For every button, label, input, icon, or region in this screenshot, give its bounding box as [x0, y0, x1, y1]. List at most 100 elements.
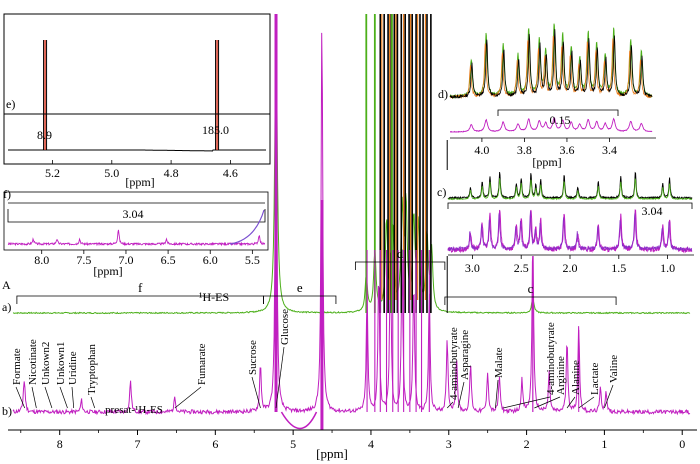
- inset-c-tick-label-1: 2.5: [514, 261, 529, 275]
- main-x-tick-label-0: 8: [57, 437, 63, 451]
- inset-d-magenta-trace: [450, 117, 653, 133]
- bracket-d-line: [354, 261, 446, 270]
- inset-f-trace: [7, 229, 265, 247]
- assignment-label-15: Lactate: [589, 363, 601, 395]
- inset-c-frame: [442, 170, 696, 256]
- trace-label-a: a): [2, 300, 11, 314]
- assignment-label-3: Unkown1: [55, 342, 67, 385]
- assignment-label-12: 4-aminobutyrate: [545, 322, 557, 395]
- main-traces: [12, 14, 691, 430]
- assignment-label-2: Unkown2: [40, 342, 52, 385]
- assignment-leader-10: [457, 381, 465, 409]
- presat-label: presat-¹H-ES: [105, 404, 163, 416]
- assignment-label-4: Uridine: [67, 351, 79, 385]
- inset-d-label: d): [438, 87, 448, 101]
- inset-c-scale-bracket: [447, 202, 693, 209]
- bracket-d-label: d: [397, 246, 404, 261]
- assignment-leader-13: [534, 396, 561, 409]
- trace-b-line: [12, 27, 691, 416]
- inset-c-green-trace: [447, 177, 693, 201]
- assignment-label-9: 4-aminobutyrate: [448, 327, 460, 400]
- main-x-tick-label-3: 5: [290, 437, 296, 451]
- inset-f-tick-label-2: 7.0: [118, 253, 133, 267]
- inset-e-integral-1: 8.9: [37, 128, 52, 142]
- inset-e-tick-label-1: 5.0: [104, 166, 119, 180]
- assignment-leader-12: [503, 396, 551, 409]
- region-brackets: f e d c: [16, 246, 617, 305]
- inset-d-tick-label-1: 3.8: [517, 143, 532, 157]
- inset-f-tick-label-3: 6.5: [161, 253, 176, 267]
- inset-c-violet-trace: [447, 211, 693, 252]
- assignment-leader-16: [604, 384, 614, 409]
- assignment-leader-0: [15, 386, 25, 409]
- bracket-f-label: f: [138, 280, 143, 295]
- inset-c-magenta-trace: [447, 209, 693, 254]
- inset-f-tick-label-1: 7.5: [76, 253, 91, 267]
- assignment-label-1: Nicotinate: [27, 339, 39, 385]
- inset-f-tick-label-5: 5.5: [245, 253, 260, 267]
- main-x-tick-label-5: 3: [446, 437, 452, 451]
- inset-c-traces: [447, 171, 694, 256]
- main-x-axis-label: [ppm]: [316, 446, 348, 461]
- assignment-label-11: Malate: [493, 347, 505, 378]
- inset-e-baseline: [8, 149, 266, 152]
- assignment-label-7: Sucrose: [247, 340, 259, 375]
- main-x-tick-label-4: 4: [368, 437, 374, 451]
- inset-f-tick-label-0: 8.0: [34, 253, 49, 267]
- assignment-leader-11: [495, 379, 499, 409]
- assignment-label-8: Glucose: [279, 309, 291, 345]
- inset-d-traces: [449, 23, 656, 139]
- trace-label-b: b): [2, 404, 12, 418]
- inset-f-x-ticks: 8.0 7.5 7.0 6.5 6.0 5.5: [34, 250, 260, 267]
- bracket-d: d: [354, 246, 446, 270]
- inset-d-orange-trace: [449, 35, 653, 100]
- inset-e-x-ticks: 5.2 5.0 4.8 4.6: [45, 160, 238, 180]
- water-suppression-dip: [280, 411, 318, 430]
- inset-d: d) 0.15 4.0 3.8 3.6 3.4 [ppm]: [438, 14, 696, 169]
- bracket-c: c: [444, 281, 617, 305]
- inset-e-frame: [3, 13, 271, 165]
- assignment-label-6: Fumarate: [196, 343, 208, 385]
- inset-c-x-ticks: 3.0 2.5 2.0 1.5 1.0: [465, 255, 675, 275]
- inset-d-black-trace: [449, 29, 653, 99]
- inset-f-tick-label-4: 6.0: [203, 253, 218, 267]
- inset-e-integral-2: 185.0: [202, 123, 229, 137]
- bracket-c-line: [444, 296, 617, 305]
- inset-c-tick-label-2: 2.0: [563, 261, 578, 275]
- assignment-leader-4: [71, 386, 75, 409]
- inset-d-tick-label-0: 4.0: [474, 143, 489, 157]
- es-label: ¹H-ES: [199, 290, 229, 304]
- assignment-leader-14: [566, 396, 576, 409]
- bracket-e: e: [263, 280, 337, 304]
- inset-c-tick-label-4: 1.0: [660, 261, 675, 275]
- inset-f: f) 3.04 8.0 7.5 7.0 6.5 6.0 5.5 [ppm]: [3, 187, 269, 278]
- assignment-label-5: Tryptophan: [86, 344, 98, 395]
- main-x-tick-label-6: 2: [524, 437, 530, 451]
- bracket-c-label: c: [528, 281, 534, 296]
- metabolite-assignments: Formate Nicotinate Unkown2 Unkown1 Uridine Tr…: [11, 309, 620, 409]
- assignment-label-10: Asparagine: [459, 330, 471, 380]
- inset-e-tick-label-2: 4.8: [164, 166, 179, 180]
- main-x-tick-label-8: 0: [679, 437, 685, 451]
- assignment-leader-2: [44, 386, 53, 409]
- inset-f-frame: [3, 191, 269, 251]
- assignment-label-14: Alanine: [570, 360, 582, 395]
- inset-e-traces: [8, 40, 266, 152]
- inset-d-scale: 0.15: [550, 113, 571, 127]
- inset-c-tick-label-3: 1.5: [611, 261, 626, 275]
- assignment-leader-6: [174, 386, 202, 409]
- inset-d-frame: [440, 14, 696, 140]
- inset-e-label: e): [6, 97, 15, 111]
- assignment-label-16: Valine: [608, 355, 620, 383]
- inset-d-tick-label-2: 3.6: [559, 143, 574, 157]
- main-x-tick-label-7: 1: [601, 437, 607, 451]
- main-x-tick-label-2: 6: [212, 437, 218, 451]
- inset-d-x-ticks: 4.0 3.8 3.6 3.4: [474, 138, 617, 157]
- inset-f-traces: [7, 202, 266, 247]
- panel-label-a: A: [2, 278, 11, 292]
- inset-f-scale: 3.04: [123, 207, 144, 221]
- inset-d-scale-bracket: [497, 109, 619, 116]
- main-spectrum: 8 7 6 5 4 3 2 1 0 [ppm] A a) b) ¹H-ES presat-¹H-…: [2, 14, 697, 461]
- inset-f-label: f): [3, 187, 11, 201]
- main-x-ticks: 8 7 6 5 4 3 2 1 0: [20, 430, 685, 451]
